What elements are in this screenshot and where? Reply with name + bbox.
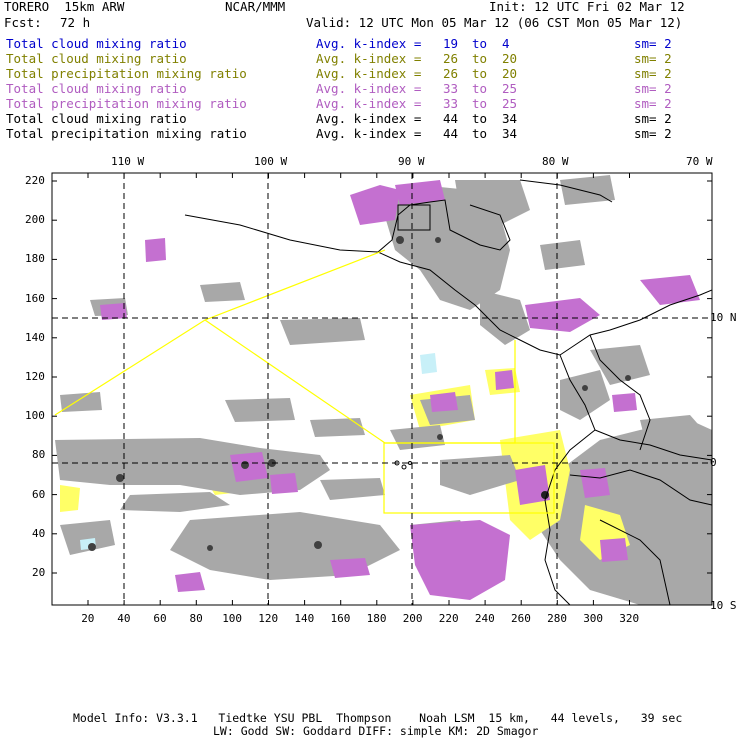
- y-tick-label: 120: [25, 370, 45, 383]
- init-time: Init: 12 UTC Fri 02 Mar 12: [489, 0, 685, 14]
- x-tick-label: 320: [619, 612, 640, 625]
- y-tick-label: 100: [25, 409, 45, 423]
- legend-k1: 44: [443, 126, 459, 141]
- model-info: Model Info: V3.3.1 Tiedtke YSU PBL Thomp…: [73, 711, 683, 725]
- legend-kindex-label: Avg. k-index =: [316, 111, 422, 126]
- latitude-label: 10 N: [710, 311, 737, 324]
- y-tick-label: 180: [25, 252, 45, 266]
- legend-k1: 19: [443, 36, 459, 51]
- legend-kindex-label: Avg. k-index =: [316, 51, 422, 66]
- forecast-hour: 72 h: [60, 15, 91, 30]
- x-tick-label: 100: [222, 612, 243, 625]
- legend-to: to: [472, 96, 488, 111]
- x-tick-label: 200: [402, 612, 423, 625]
- x-tick-label: 60: [153, 612, 167, 625]
- x-tick-label: 260: [511, 612, 531, 625]
- legend-sm: sm= 2: [634, 111, 672, 126]
- legend-to: to: [472, 36, 488, 51]
- legend-k1: 33: [443, 81, 459, 96]
- y-tick-label: 80: [32, 448, 46, 462]
- legend-k1: 26: [443, 66, 459, 81]
- y-tick-label: 40: [32, 526, 46, 540]
- legend-field: Total precipitation mixing ratio: [6, 126, 247, 141]
- legend-sm: sm= 2: [634, 36, 672, 51]
- plot-frame: [51, 172, 713, 606]
- latitude-label: 10 S: [710, 599, 737, 612]
- longitude-label: 100 W: [254, 155, 288, 168]
- legend-field: Total precipitation mixing ratio: [6, 96, 247, 111]
- legend-k1: 44: [443, 111, 459, 126]
- x-tick-label: 80: [189, 612, 203, 625]
- legend-k2: 20: [502, 66, 518, 81]
- legend-sm: sm= 2: [634, 96, 672, 111]
- y-tick-label: 60: [32, 487, 46, 501]
- x-tick-label: 140: [294, 612, 315, 625]
- legend-to: to: [472, 111, 488, 126]
- forecast-label: Fcst:: [4, 15, 42, 30]
- y-tick-label: 140: [25, 330, 45, 344]
- physics-info: LW: Godd SW: Goddard DIFF: simple KM: 2D…: [213, 724, 539, 738]
- legend-k1: 26: [443, 51, 459, 66]
- x-tick-label: 40: [117, 612, 131, 625]
- legend-to: to: [472, 51, 488, 66]
- legend-k1: 33: [443, 96, 459, 111]
- y-tick-label: 20: [32, 566, 46, 579]
- x-tick-label: 160: [330, 612, 351, 625]
- longitude-label: 80 W: [542, 155, 569, 168]
- latitude-label: 0: [710, 456, 717, 469]
- legend-field: Total cloud mixing ratio: [6, 81, 187, 96]
- legend-kindex-label: Avg. k-index =: [316, 81, 422, 96]
- x-tick-label: 240: [474, 612, 495, 625]
- legend-to: to: [472, 81, 488, 96]
- legend-kindex-label: Avg. k-index =: [316, 126, 422, 141]
- y-tick-label: 160: [25, 291, 45, 305]
- legend-field: Total cloud mixing ratio: [6, 111, 187, 126]
- legend-sm: sm= 2: [634, 51, 672, 66]
- legend-sm: sm= 2: [634, 126, 672, 141]
- legend-k2: 20: [502, 51, 518, 66]
- legend-to: to: [472, 126, 488, 141]
- longitude-label: 90 W: [398, 155, 425, 168]
- x-tick-label: 180: [366, 612, 387, 625]
- legend-kindex-label: Avg. k-index =: [316, 36, 422, 51]
- longitude-label: 110 W: [111, 155, 145, 168]
- x-tick-label: 120: [258, 612, 279, 625]
- legend-field: Total precipitation mixing ratio: [6, 66, 247, 81]
- legend-to: to: [472, 66, 488, 81]
- legend-k2: 34: [502, 111, 518, 126]
- x-tick-label: 220: [438, 612, 459, 625]
- organization: NCAR/MMM: [225, 0, 286, 14]
- south-america-cloud-field: [540, 420, 712, 605]
- legend-kindex-label: Avg. k-index =: [316, 66, 422, 81]
- x-tick-label: 300: [583, 612, 604, 625]
- galapagos-domain-box: [383, 442, 555, 514]
- x-tick-label: 280: [547, 612, 567, 625]
- legend-field: Total cloud mixing ratio: [6, 51, 187, 66]
- legend-kindex-label: Avg. k-index =: [316, 96, 422, 111]
- y-tick-label: 220: [25, 174, 45, 187]
- longitude-label: 70 W: [686, 155, 713, 168]
- legend-k2: 25: [502, 96, 518, 111]
- model-name: TORERO 15km ARW: [4, 0, 125, 14]
- legend-field: Total cloud mixing ratio: [6, 36, 187, 51]
- legend-k2: 4: [502, 36, 510, 51]
- legend-sm: sm= 2: [634, 81, 672, 96]
- y-tick-label: 200: [25, 213, 45, 227]
- legend-sm: sm= 2: [634, 66, 672, 81]
- valid-time: Valid: 12 UTC Mon 05 Mar 12 (06 CST Mon …: [306, 15, 683, 30]
- legend-k2: 25: [502, 81, 518, 96]
- x-tick-label: 20: [81, 612, 95, 625]
- legend-k2: 34: [502, 126, 518, 141]
